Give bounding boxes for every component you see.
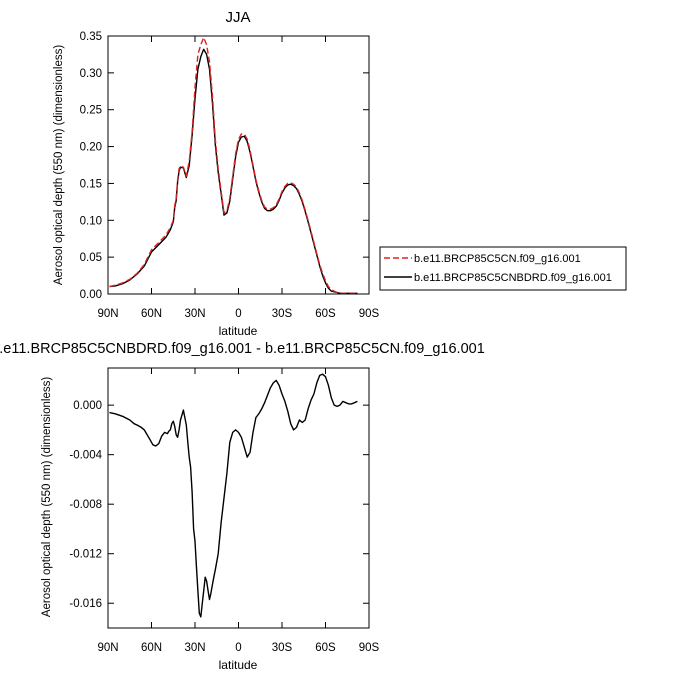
top-axis-ticks: 90N 60N 30N 0 30S 60S 90S 0.00 0.05 0.10 0.15 0.20 0…: [80, 31, 380, 320]
top-series-line-1: [109, 36, 358, 294]
top-y-tick-label: 0.30: [80, 68, 102, 80]
legend-box: [379, 246, 627, 291]
bottom-y-axis-label: Aerosol optical depth (550 nm) (dimensio…: [41, 377, 53, 618]
bottom-axis-ticks: 90N 60N 30N 0 30S 60S 90S 0.000 -0.004 -0.008 -0.0…: [69, 368, 380, 654]
bottom-y-tick-label: 0.000: [73, 400, 102, 412]
bottom-x-tick-label: 90S: [359, 642, 380, 654]
bottom-y-tick-label: -0.008: [69, 499, 102, 511]
top-y-tick-label: 0.10: [80, 215, 102, 227]
bottom-x-tick-label: 60S: [315, 642, 336, 654]
bottom-plot-frame: [107, 367, 370, 629]
top-x-tick-label: 0: [235, 308, 241, 320]
legend-label-series-2: b.e11.BRCP85C5CNBDRD.f09_g16.001: [414, 272, 612, 284]
bottom-panel: b.e11.BRCP85C5CNBDRD.f09_g16.001 - b.e11…: [0, 341, 485, 672]
bottom-x-tick-label: 0: [235, 642, 241, 654]
top-chart-title: JJA: [225, 9, 250, 26]
bottom-y-tick-label: -0.004: [69, 450, 102, 462]
bottom-x-tick-label: 60N: [141, 642, 162, 654]
top-x-tick-label: 90S: [359, 308, 380, 320]
top-plot-frame: [107, 35, 370, 295]
top-panel: JJA Aerosol optical depth (550 nm) (dime…: [53, 9, 380, 338]
bottom-series-line-1: [109, 373, 358, 618]
top-x-tick-label: 90N: [97, 308, 118, 320]
top-y-tick-label: 0.05: [80, 252, 102, 264]
top-x-axis-label: latitude: [219, 324, 258, 338]
bottom-x-tick-label: 90N: [97, 642, 118, 654]
top-y-axis-label: Aerosol optical depth (550 nm) (dimensio…: [53, 45, 65, 286]
legend: b.e11.BRCP85C5CN.f09_g16.001 b.e11.BRCP8…: [379, 246, 627, 291]
top-y-tick-label: 0.25: [80, 105, 102, 117]
bottom-x-tick-label: 30S: [272, 642, 293, 654]
top-y-tick-label: 0.00: [80, 289, 102, 301]
bottom-y-tick-label: -0.016: [69, 598, 102, 610]
legend-label-series-1: b.e11.BRCP85C5CN.f09_g16.001: [414, 253, 581, 265]
top-x-tick-label: 30S: [272, 308, 293, 320]
bottom-series-lines: [109, 373, 358, 618]
top-x-tick-label: 30N: [184, 308, 205, 320]
top-series-lines: [109, 36, 358, 294]
top-x-tick-label: 60N: [141, 308, 162, 320]
top-y-tick-label: 0.15: [80, 178, 102, 190]
bottom-x-tick-label: 30N: [184, 642, 205, 654]
top-y-tick-label: 0.35: [80, 31, 102, 43]
top-y-tick-label: 0.20: [80, 142, 102, 154]
bottom-x-axis-label: latitude: [219, 658, 258, 672]
bottom-chart-title: b.e11.BRCP85C5CNBDRD.f09_g16.001 - b.e11…: [0, 341, 485, 357]
bottom-y-tick-label: -0.012: [69, 549, 102, 561]
top-x-tick-label: 60S: [315, 308, 336, 320]
